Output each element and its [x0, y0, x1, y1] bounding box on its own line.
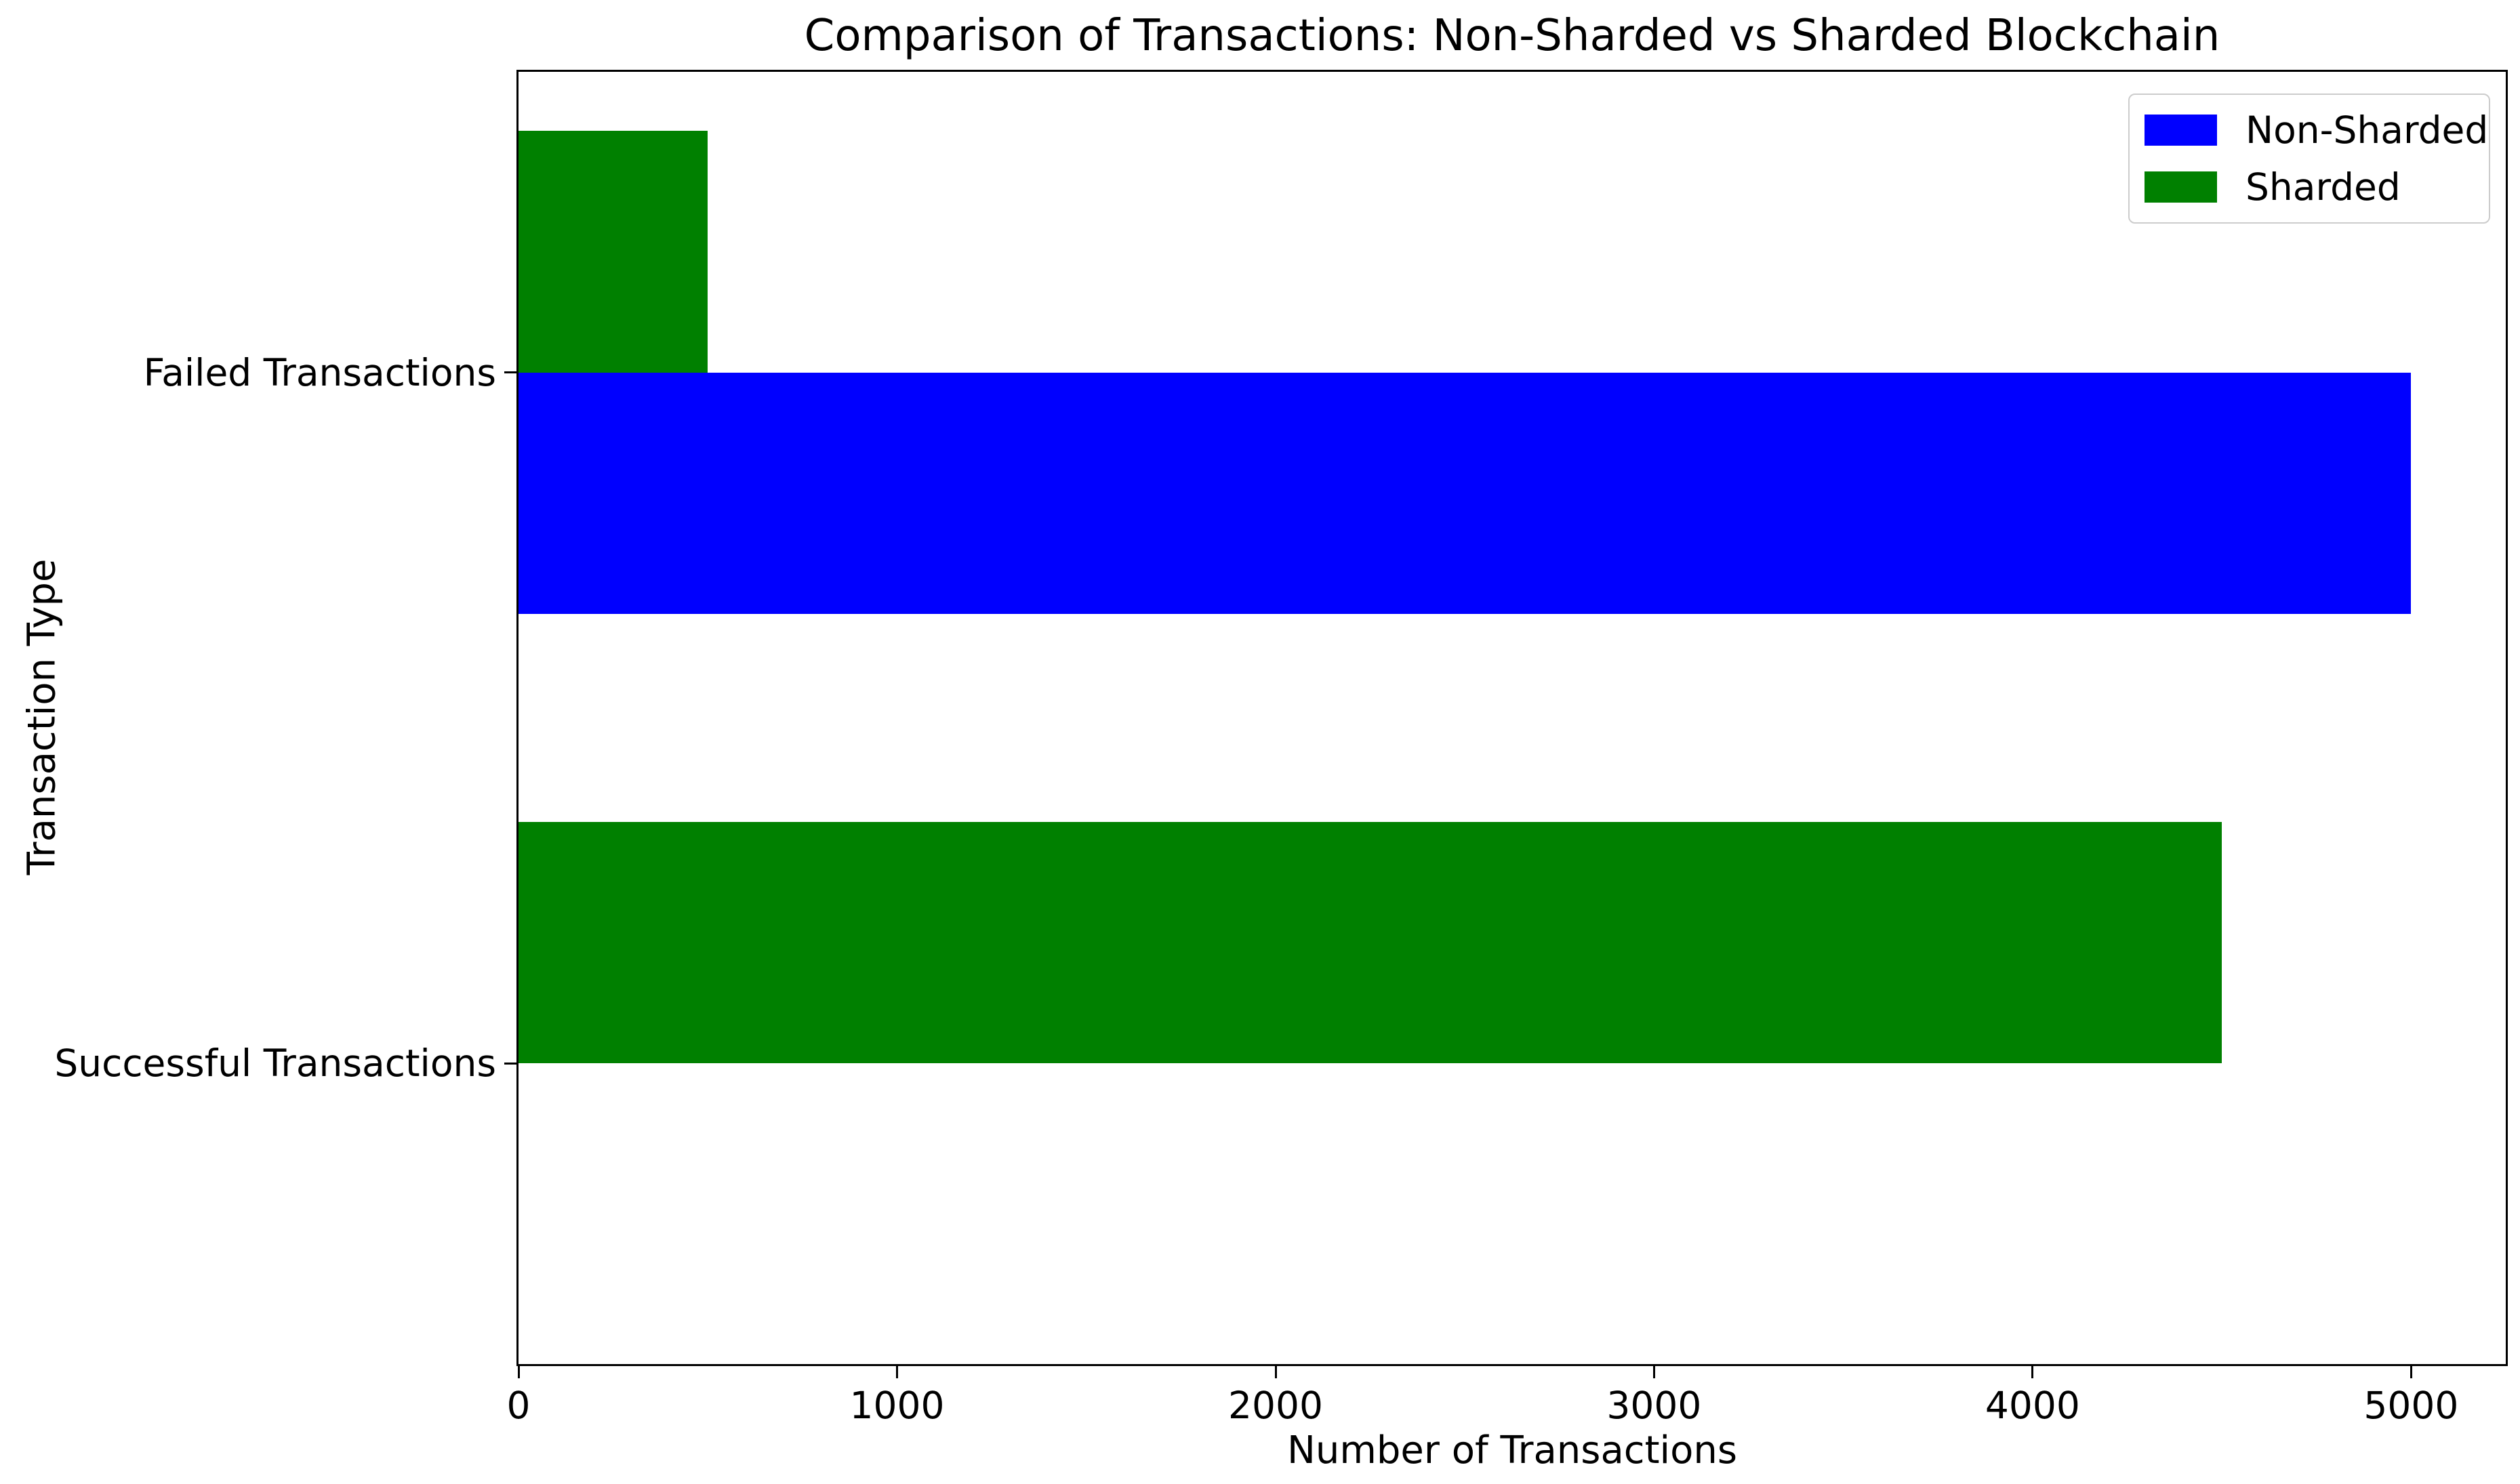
legend-swatch-sharded-icon [2145, 171, 2217, 203]
legend-item-non-sharded: Non-Sharded [2145, 106, 2488, 154]
x-tick-label: 3000 [1606, 1384, 1702, 1427]
x-tick-label: 1000 [849, 1384, 945, 1427]
bar-sharded-failed-transactions [519, 130, 708, 373]
x-tick-mark [1652, 1366, 1655, 1378]
y-axis-label: Transaction Type [20, 558, 64, 875]
x-tick-label: 0 [506, 1384, 531, 1427]
bar-non-sharded-failed-transactions [519, 372, 2412, 615]
y-tick-label: Successful Transactions [54, 1042, 496, 1086]
plot-area [516, 70, 2508, 1366]
x-tick-label: 4000 [1985, 1384, 2080, 1427]
legend-label-non-sharded: Non-Sharded [2245, 108, 2489, 152]
legend-item-sharded: Sharded [2145, 163, 2474, 211]
y-tick-mark [504, 371, 516, 374]
bar-sharded-successful-transactions [519, 821, 2222, 1064]
x-tick-mark [517, 1366, 520, 1378]
legend-swatch-non-sharded-icon [2145, 115, 2217, 146]
y-tick-label: Failed Transactions [143, 350, 496, 394]
chart-title: Comparison of Transactions: Non-Sharded … [804, 11, 2220, 61]
x-tick-mark [2410, 1366, 2412, 1378]
x-tick-mark [896, 1366, 898, 1378]
x-tick-mark [1274, 1366, 1277, 1378]
x-tick-mark [2031, 1366, 2034, 1378]
legend-label-sharded: Sharded [2245, 165, 2401, 209]
x-tick-label: 5000 [2363, 1384, 2459, 1427]
legend: Non-Sharded Sharded [2128, 94, 2490, 224]
y-tick-mark [504, 1062, 516, 1065]
x-tick-label: 2000 [1228, 1384, 1323, 1427]
x-axis-label: Number of Transactions [1286, 1428, 1738, 1472]
